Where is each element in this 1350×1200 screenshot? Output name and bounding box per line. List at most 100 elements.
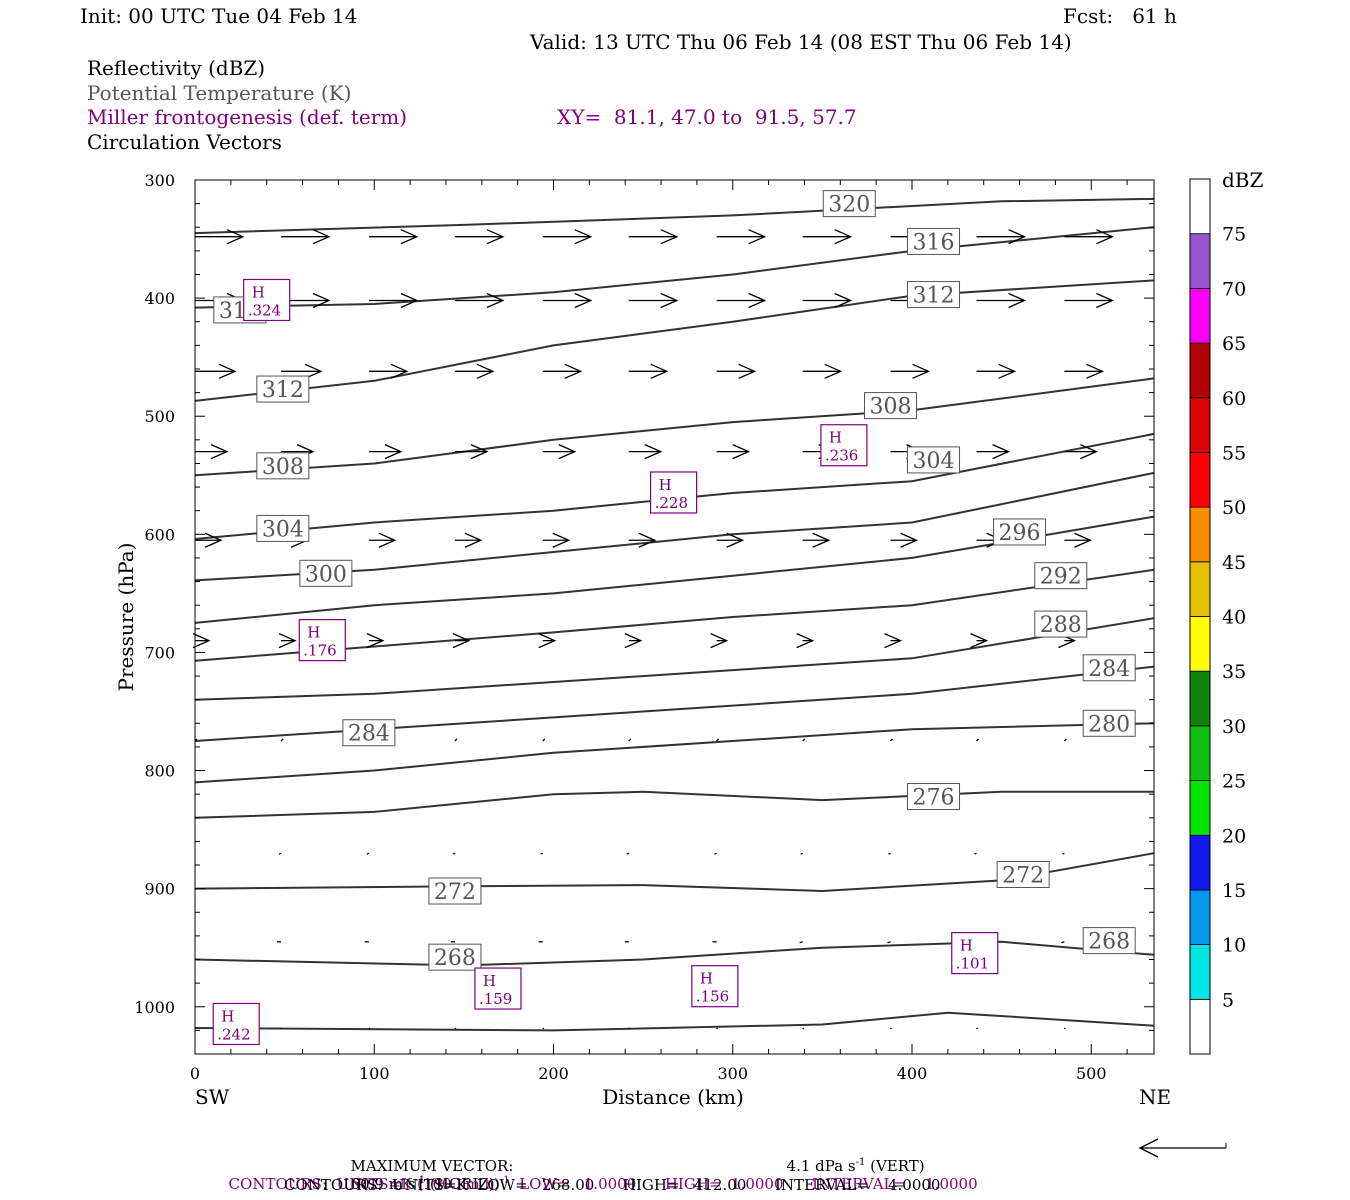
isentrope-label: 272 (1002, 863, 1044, 888)
circulation-vector (976, 738, 979, 742)
isentrope-280-10 (194, 722, 1155, 784)
circulation-vector (542, 532, 571, 548)
circulation-vector (1064, 292, 1114, 309)
circulation-vector (368, 532, 397, 548)
contours-frontogenesis: CONTOURS: UNITS=K (100 km h)-1 LOW= 1.00… (219, 1157, 978, 1193)
isentrope-label-box: 276 (907, 783, 961, 811)
colorbar-segment (1189, 452, 1211, 508)
circulation-vector (628, 363, 669, 379)
circulation-vector (368, 363, 409, 379)
circulation-vector (454, 229, 505, 245)
isentrope-label-box: 284 (1082, 654, 1136, 682)
colorbar-frame (1189, 178, 1211, 1055)
isentrope-label-box: 308 (863, 392, 917, 420)
circulation-vector (1064, 363, 1104, 379)
isentrope-276-11 (194, 790, 1154, 819)
circulation-vector (800, 852, 803, 855)
colorbar-label: 5 (1222, 989, 1234, 1011)
circulation-vector (890, 363, 931, 379)
horiz-suffix: (HORIZ) (425, 1175, 495, 1193)
circulation-vector (454, 738, 458, 742)
circulation-vector (540, 852, 544, 855)
colorbar-segment (1189, 780, 1211, 836)
circulation-vector (628, 292, 679, 309)
frontogenesis-value: .242 (217, 1025, 250, 1043)
isentrope-label: 308 (262, 455, 304, 480)
circulation-vector (366, 852, 370, 855)
colorbar-segment (1189, 834, 1211, 891)
max-vector-vert: 4.1 dPa s (786, 1157, 856, 1175)
isentrope-label: 320 (828, 193, 870, 218)
colorbar-label: 35 (1222, 661, 1246, 683)
circulation-vector (890, 1027, 892, 1030)
x-tick-label: 200 (538, 1064, 569, 1083)
vert-suffix: (VERT) (865, 1157, 925, 1175)
circulation-vector (368, 1027, 371, 1030)
circulation-vector (802, 738, 806, 742)
max-vector-label: MAXIMUM VECTOR: (350, 1157, 514, 1175)
y-tick-label: 500 (144, 407, 175, 426)
colorbar-segment (1189, 287, 1211, 344)
circulation-vector (278, 633, 297, 649)
circulation-vector (281, 229, 331, 245)
contours-theta: CONTOURS: UNITS=K LOW= 268.00 HIGH= 412.… (284, 1176, 941, 1194)
frontogenesis-value: .101 (956, 955, 989, 973)
isentrope-label: 276 (913, 786, 955, 811)
isentrope-label-box: 268 (428, 943, 482, 971)
contours1-prefix: CONTOURS: UNITS=K (100 km h) (228, 1175, 500, 1193)
circulation-vector (195, 444, 229, 460)
frontogenesis-h-label: H (960, 937, 973, 955)
circulation-vector (716, 444, 751, 460)
colorbar-segment (1189, 998, 1211, 1055)
frontogenesis-maximum: H.324 (243, 278, 291, 322)
frontogenesis-maximum: H.101 (951, 932, 999, 975)
circulation-vector (192, 633, 211, 649)
circulation-vector (628, 1027, 631, 1030)
isentrope-284-9 (194, 665, 1155, 742)
plot-layer: 3203163163123123083083043043002962922882… (192, 190, 1155, 1046)
circulation-vector (195, 229, 245, 245)
y-tick-label: 900 (144, 880, 175, 899)
frontogenesis-h-label: H (221, 1007, 234, 1025)
circulation-vector (542, 444, 577, 460)
reference-vector-arrow (1138, 1138, 1227, 1158)
x-tick-label: 0 (190, 1064, 200, 1083)
circulation-vector (1064, 229, 1114, 245)
circulation-vector (1063, 1027, 1066, 1030)
circulation-vector (976, 229, 1027, 245)
circulation-vector (974, 852, 977, 855)
y-tick-label: 800 (144, 762, 175, 781)
circulation-vector (195, 363, 237, 379)
isentrope-label: 308 (869, 395, 911, 420)
colorbar-label: 15 (1222, 880, 1246, 902)
circulation-vector (716, 363, 757, 379)
circulation-vector (454, 1027, 457, 1030)
circulation-vector (195, 532, 223, 548)
isentrope-label-box: 284 (342, 719, 396, 747)
circulation-vector (884, 633, 903, 649)
colorbar-label: 10 (1222, 935, 1246, 957)
x-axis-title: Distance (km) (602, 1085, 744, 1109)
circulation-vector (799, 941, 803, 944)
colorbar-segment (1189, 889, 1211, 946)
colorbar-segment (1189, 561, 1211, 617)
colorbar-label: 30 (1222, 716, 1246, 738)
frontogenesis-value: .156 (696, 988, 729, 1006)
circulation-vector (542, 363, 583, 379)
colorbar-segment (1189, 616, 1211, 672)
isentrope-label-box: 280 (1082, 709, 1136, 737)
frontogenesis-h-label: H (483, 972, 496, 990)
circulation-vector (368, 292, 419, 309)
max-vector-line: MAXIMUM VECTOR: 60.9 m s-1 (HORIZ) (341, 1139, 514, 1193)
circulation-vector (368, 229, 419, 245)
circulation-vector (1063, 738, 1067, 742)
isentrope-label: 312 (262, 378, 304, 403)
circulation-vector (628, 444, 663, 460)
circulation-vector (888, 852, 891, 855)
frontogenesis-maximum: H.176 (298, 619, 346, 662)
isentrope-label: 268 (434, 946, 476, 971)
isentrope-label: 296 (999, 521, 1041, 546)
colorbar-label: 20 (1222, 825, 1246, 847)
x-tick-label: 300 (717, 1064, 748, 1083)
